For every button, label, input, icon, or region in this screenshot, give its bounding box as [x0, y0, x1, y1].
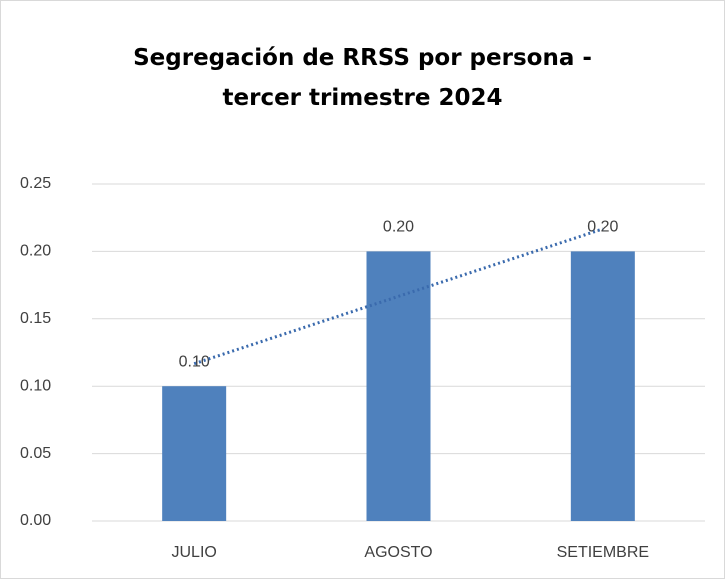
y-tick-label: 0.00: [20, 512, 51, 529]
data-label: 0.20: [587, 219, 618, 236]
x-tick-label: JULIO: [171, 544, 216, 561]
bar: [162, 386, 227, 521]
data-label: 0.20: [383, 219, 414, 236]
y-tick-label: 0.20: [20, 243, 51, 260]
y-tick-label: 0.15: [20, 310, 51, 327]
x-tick-label: SETIEMBRE: [557, 544, 649, 561]
chart-title: Segregación de RRSS por persona - tercer…: [133, 45, 592, 111]
y-tick-label: 0.05: [20, 445, 51, 462]
bar: [570, 251, 635, 521]
y-tick-label: 0.10: [20, 377, 51, 394]
data-label: 0.10: [179, 353, 210, 370]
bar: [366, 251, 431, 521]
trendline: [193, 227, 604, 366]
x-tick-label: AGOSTO: [364, 544, 432, 561]
y-tick-label: 0.25: [20, 175, 51, 192]
